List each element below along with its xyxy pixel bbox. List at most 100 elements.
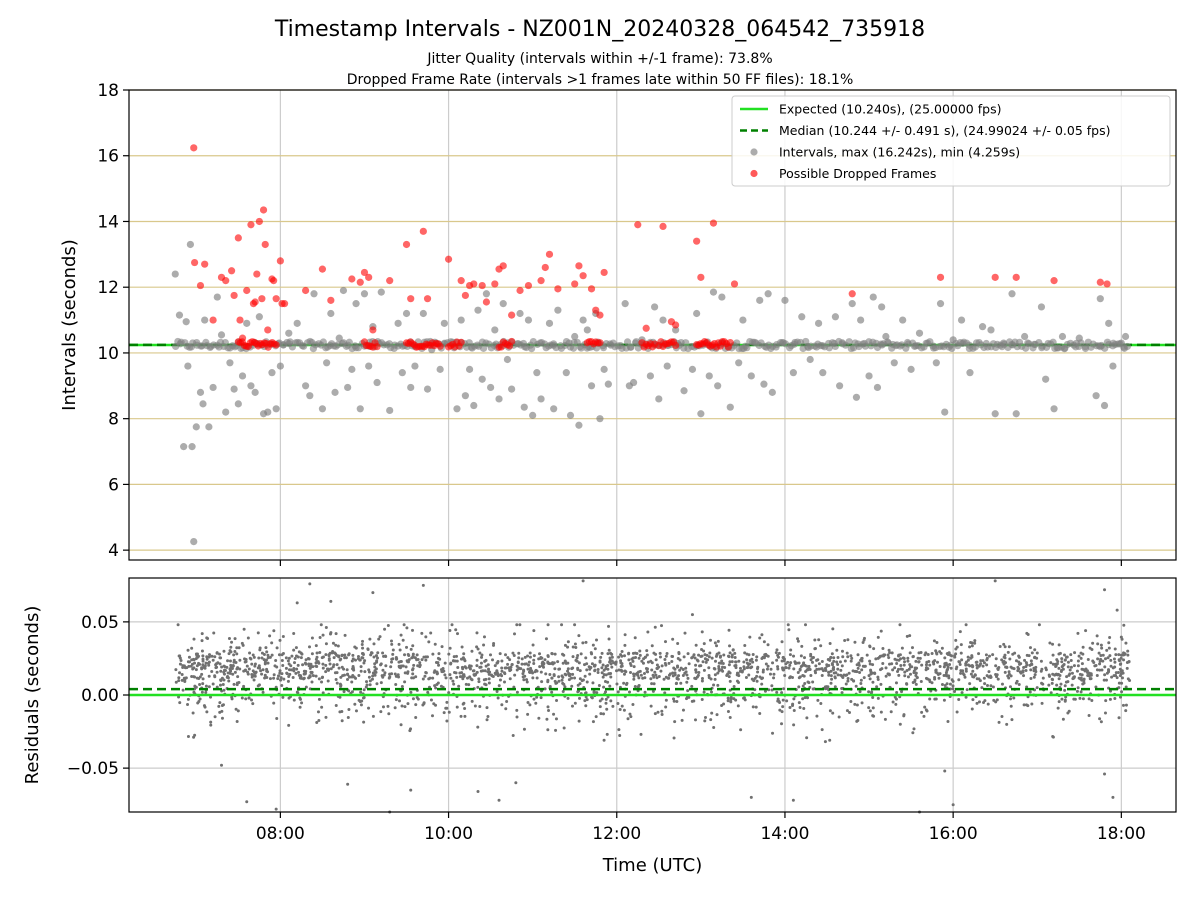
residual-point bbox=[641, 661, 645, 665]
dropped-frame-point bbox=[209, 316, 217, 324]
residual-point bbox=[220, 676, 224, 680]
residual-point bbox=[660, 624, 664, 628]
residual-point bbox=[281, 635, 285, 639]
residual-point bbox=[890, 662, 894, 666]
residual-point bbox=[310, 652, 314, 656]
interval-point bbox=[419, 309, 427, 318]
residual-point bbox=[832, 656, 836, 660]
residual-point bbox=[802, 674, 806, 678]
residual-point bbox=[373, 673, 377, 677]
residual-point bbox=[1033, 673, 1037, 677]
dropped-frame-point bbox=[243, 286, 251, 295]
residual-point bbox=[606, 667, 610, 671]
residual-point bbox=[561, 681, 565, 685]
residual-point bbox=[681, 673, 685, 677]
residual-point bbox=[1016, 665, 1020, 669]
residual-point bbox=[686, 676, 690, 680]
residual-point bbox=[708, 638, 712, 642]
residual-point bbox=[795, 661, 799, 665]
residual-point bbox=[1076, 686, 1080, 690]
residual-point bbox=[870, 671, 874, 675]
residual-point bbox=[1022, 703, 1026, 707]
residual-point bbox=[264, 646, 268, 650]
residual-point bbox=[883, 717, 887, 721]
residual-point bbox=[656, 710, 660, 714]
residual-point bbox=[755, 679, 759, 683]
residual-point bbox=[296, 655, 300, 659]
residual-point bbox=[966, 655, 970, 659]
residual-point bbox=[975, 660, 979, 664]
residual-point bbox=[968, 682, 972, 686]
dropped-frame-point bbox=[318, 265, 327, 273]
residual-point bbox=[722, 653, 726, 657]
residual-point bbox=[616, 690, 620, 694]
residual-point bbox=[504, 653, 508, 657]
dropped-frame-point bbox=[541, 263, 549, 272]
interval-point bbox=[209, 383, 217, 392]
residual-point bbox=[884, 674, 888, 678]
dropped-frame-point bbox=[1096, 278, 1104, 286]
residual-point bbox=[753, 676, 757, 680]
residual-point bbox=[275, 716, 279, 720]
residual-point bbox=[1106, 656, 1110, 660]
residual-point bbox=[938, 650, 942, 654]
residual-point bbox=[896, 669, 900, 673]
residual-point bbox=[584, 640, 588, 644]
residual-point bbox=[858, 670, 862, 674]
interval-point bbox=[436, 365, 444, 373]
dropped-frame-point bbox=[436, 342, 444, 350]
residual-point bbox=[280, 659, 284, 663]
residual-point bbox=[359, 703, 363, 707]
residual-point bbox=[895, 658, 899, 662]
residual-point bbox=[690, 613, 694, 617]
interval-point bbox=[268, 369, 276, 377]
residual-point bbox=[636, 673, 640, 677]
residual-point bbox=[973, 673, 977, 677]
residual-point bbox=[957, 697, 961, 701]
residual-point bbox=[497, 684, 501, 688]
residual-point bbox=[753, 688, 757, 692]
residual-point bbox=[973, 641, 977, 645]
residual-point bbox=[196, 655, 200, 659]
residual-point bbox=[981, 659, 985, 663]
residual-point bbox=[470, 649, 474, 653]
residual-point bbox=[460, 645, 464, 649]
dropped-frame-point bbox=[423, 295, 432, 303]
residual-point bbox=[850, 656, 854, 660]
residual-point bbox=[403, 653, 407, 657]
residual-point bbox=[1113, 697, 1117, 701]
residual-point bbox=[951, 684, 955, 688]
residual-point bbox=[905, 668, 909, 672]
residual-point bbox=[337, 655, 341, 659]
residual-point bbox=[620, 649, 624, 653]
residual-point bbox=[975, 663, 979, 667]
residual-point bbox=[1099, 643, 1103, 647]
interval-point bbox=[869, 293, 877, 301]
residual-point bbox=[655, 666, 659, 670]
residual-point bbox=[1061, 664, 1065, 668]
residual-point bbox=[891, 700, 895, 704]
residual-point bbox=[736, 704, 740, 708]
residual-point bbox=[754, 658, 758, 662]
residual-point bbox=[603, 680, 607, 684]
residual-point bbox=[886, 653, 890, 657]
residual-point bbox=[1103, 711, 1107, 715]
residual-point bbox=[1025, 703, 1029, 707]
residual-point bbox=[702, 668, 706, 672]
residual-point bbox=[982, 701, 986, 705]
residual-point bbox=[194, 668, 198, 672]
residual-point bbox=[523, 662, 527, 666]
residuals-x-ticks: 08:00 10:00 12:00 14:00 16:00 18:00 bbox=[256, 812, 1146, 844]
residual-point bbox=[1098, 668, 1102, 672]
residual-point bbox=[1009, 697, 1013, 701]
residual-point bbox=[471, 669, 475, 673]
residual-point bbox=[1124, 641, 1128, 645]
residual-point bbox=[964, 663, 968, 667]
residual-point bbox=[675, 677, 679, 681]
residual-point bbox=[532, 658, 536, 662]
interval-point bbox=[682, 339, 690, 347]
residual-point bbox=[463, 714, 467, 718]
residual-point bbox=[461, 667, 465, 671]
residual-point bbox=[442, 711, 446, 715]
